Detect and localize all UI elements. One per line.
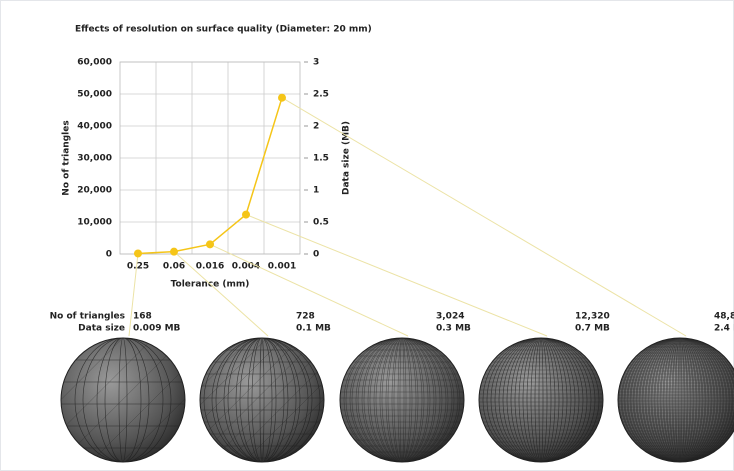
marker: [206, 240, 214, 248]
x-tick-label: 0.06: [163, 262, 185, 272]
y2-tick-label: 0: [313, 250, 319, 260]
y2-tick-label: 2.5: [313, 90, 329, 100]
marker: [242, 211, 250, 219]
marker: [278, 94, 286, 102]
x-tick-label: 0.001: [268, 262, 296, 272]
row-label: Data size: [78, 324, 125, 334]
y-tick-label: 20,000: [77, 186, 112, 196]
y2-tick-label: 1.5: [313, 154, 329, 164]
y2-tick-label: 1: [313, 186, 319, 196]
x-tick-label: 0.25: [127, 262, 149, 272]
y-tick-label: 10,000: [77, 218, 112, 228]
y2-axis-label: Data size (MB): [342, 121, 352, 195]
data-size-label: 0.1 MB: [296, 324, 331, 334]
value-label: 3,024: [436, 312, 464, 322]
data-size-label: 0.3 MB: [436, 324, 471, 334]
y-tick-label: 60,000: [77, 58, 112, 68]
y2-tick-label: 2: [313, 122, 319, 132]
y-tick-label: 30,000: [77, 154, 112, 164]
y2-tick-label: 3: [313, 58, 319, 68]
row-label: No of triangles: [50, 312, 125, 322]
sphere: [61, 338, 185, 462]
page: Effects of resolution on surface quality…: [0, 0, 734, 471]
x-tick-label: 0.016: [196, 262, 224, 272]
value-label: 168: [133, 312, 152, 322]
value-label: 48,840: [714, 312, 734, 322]
data-size-label: 0.7 MB: [575, 324, 610, 334]
y-axis-label: No of triangles: [62, 120, 72, 195]
sphere: [479, 338, 603, 462]
data-size-label: 0.009 MB: [133, 324, 181, 334]
y-tick-label: 50,000: [77, 90, 112, 100]
chart: Effects of resolution on surface quality…: [0, 0, 734, 471]
value-label: 12,320: [575, 312, 610, 322]
sphere: [340, 338, 464, 462]
y2-tick-label: 0.5: [313, 218, 329, 228]
marker: [170, 248, 178, 256]
sphere: [200, 338, 324, 462]
y-tick-label: 0: [106, 250, 112, 260]
value-label: 728: [296, 312, 315, 322]
x-tick-label: 0.004: [232, 262, 260, 272]
y-tick-label: 40,000: [77, 122, 112, 132]
chart-title: Effects of resolution on surface quality…: [75, 25, 372, 35]
data-size-label: 2.4 MB: [714, 324, 734, 334]
marker: [134, 249, 142, 257]
